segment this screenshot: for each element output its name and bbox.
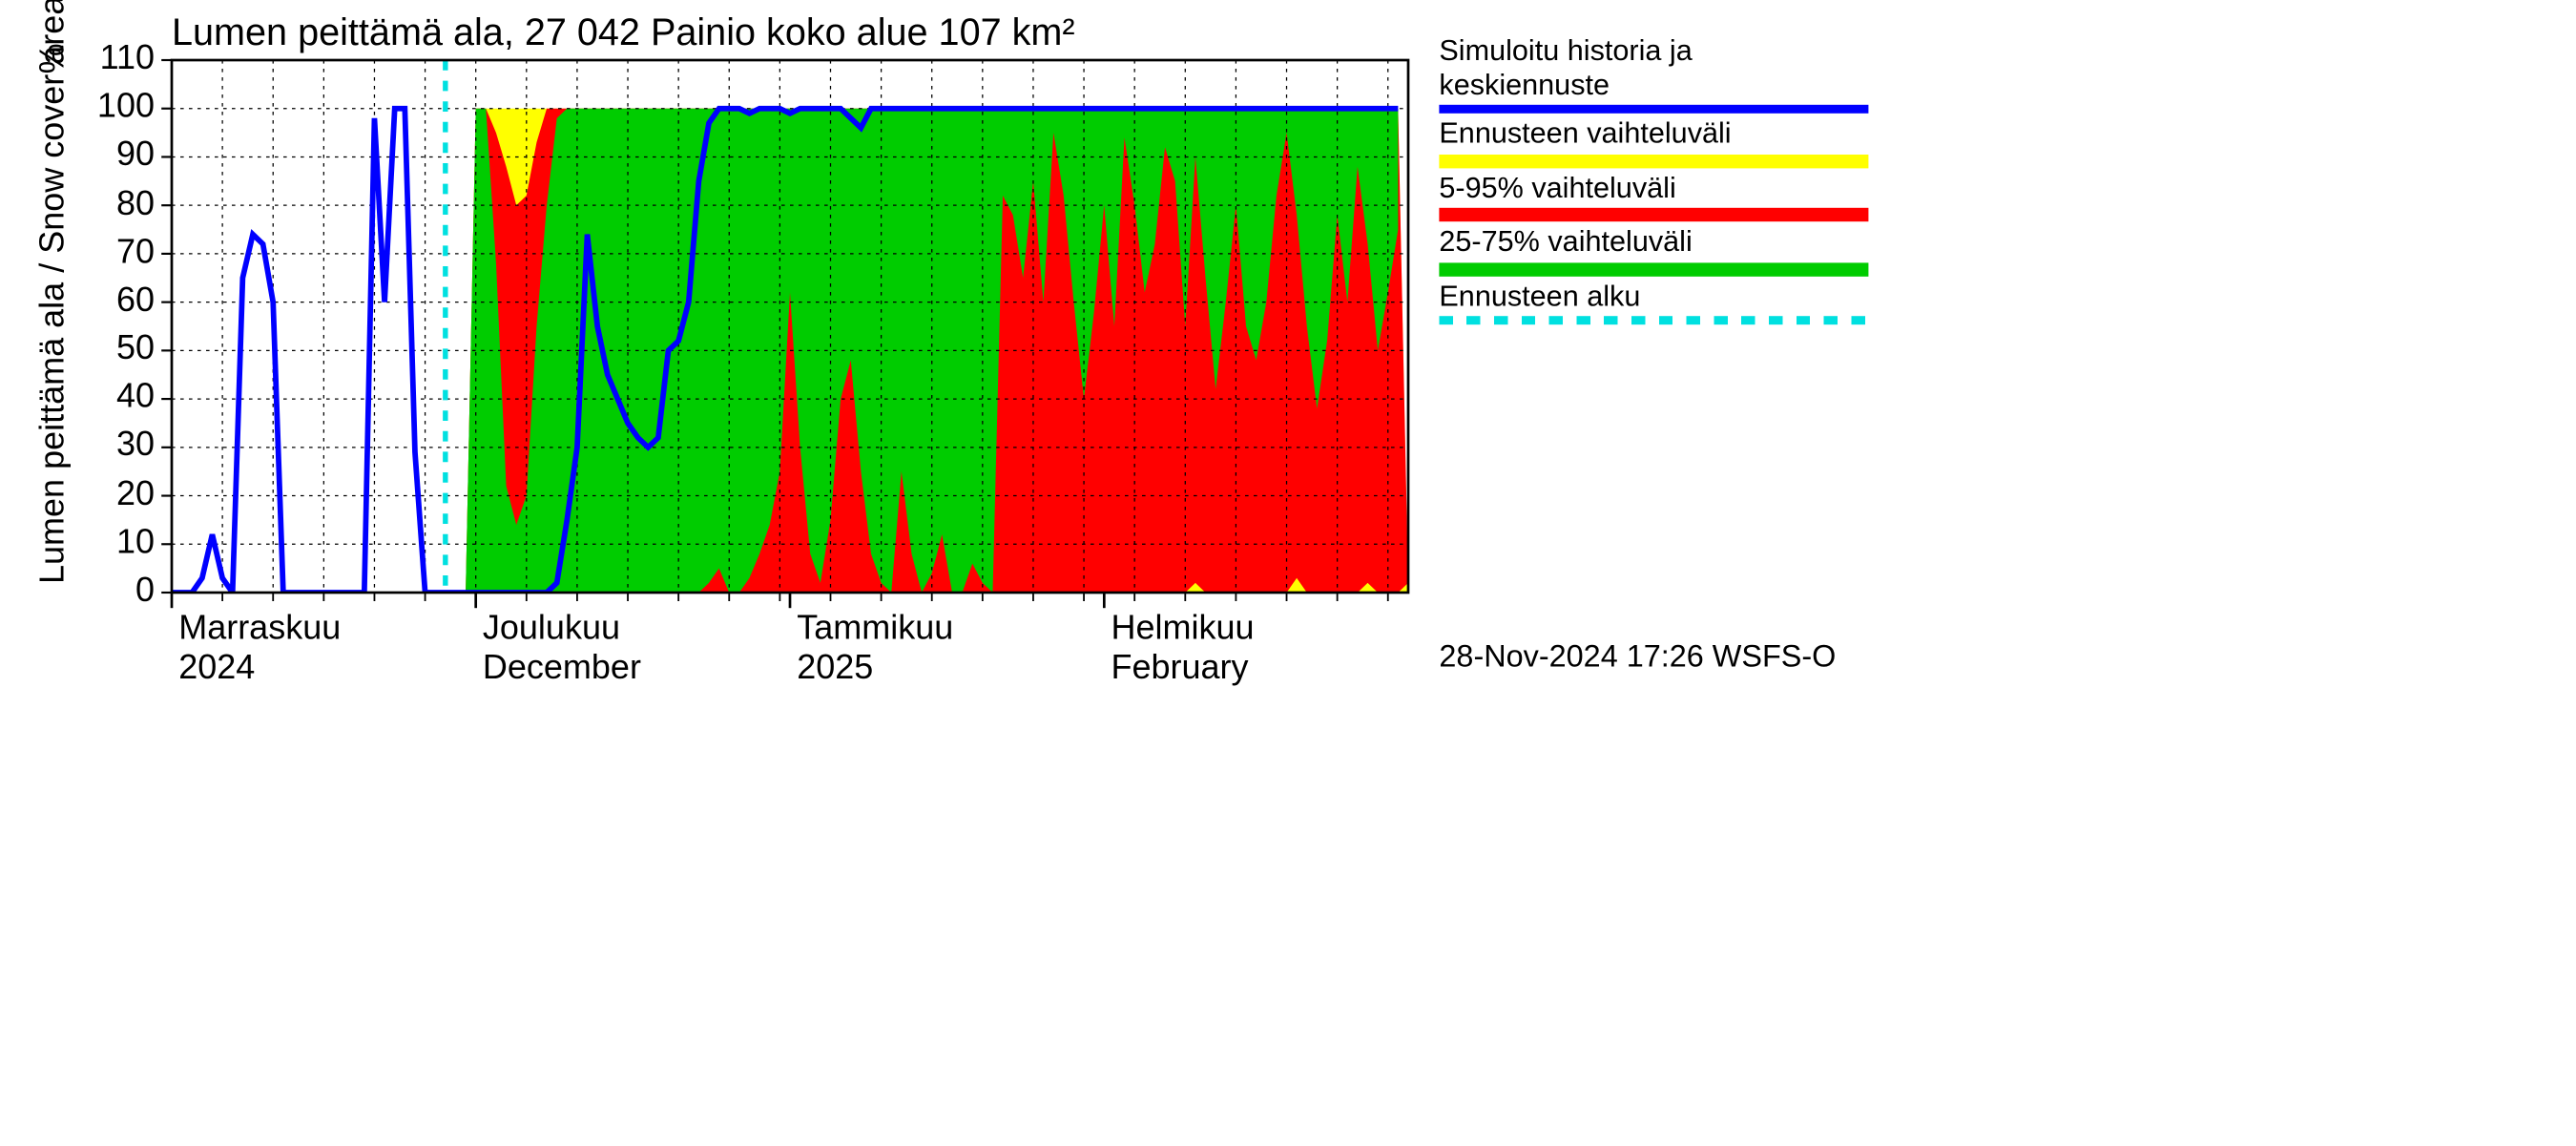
x-tick-label: HelmikuuFebruary	[1111, 610, 1254, 689]
legend-label: 25-75% vaihteluväli	[1439, 225, 1868, 259]
y-tick-label: 100	[73, 88, 155, 127]
x-tick-label: JoulukuuDecember	[483, 610, 641, 689]
y-tick-label: 30	[73, 427, 155, 466]
legend: Simuloitu historia jakeskiennuste Ennuste…	[1439, 34, 1868, 328]
legend-label: Ennusteen vaihteluväli	[1439, 117, 1868, 151]
legend-label: 5-95% vaihteluväli	[1439, 171, 1868, 204]
chart-svg	[0, 0, 2576, 1146]
y-tick-label: 90	[73, 136, 155, 176]
y-tick-label: 110	[73, 39, 155, 78]
y-tick-label: 40	[73, 378, 155, 417]
legend-entry: Ennusteen alku	[1439, 280, 1868, 325]
legend-label: Ennusteen alku	[1439, 280, 1868, 313]
legend-swatch	[1439, 317, 1868, 325]
y-tick-label: 50	[73, 330, 155, 369]
legend-entry: 25-75% vaihteluväli	[1439, 225, 1868, 276]
y-tick-label: 70	[73, 233, 155, 272]
chart-container: Lumen peittämä ala, 27 042 Painio koko a…	[0, 0, 2576, 1146]
y-tick-label: 60	[73, 281, 155, 321]
x-tick-label: Marraskuu2024	[178, 610, 341, 689]
footer-timestamp: 28-Nov-2024 17:26 WSFS-O	[1439, 639, 1836, 676]
legend-label: Simuloitu historia jakeskiennuste	[1439, 34, 1868, 101]
x-tick-label: Tammikuu2025	[797, 610, 953, 689]
legend-entry: 5-95% vaihteluväli	[1439, 171, 1868, 221]
y-tick-label: 80	[73, 185, 155, 224]
y-tick-label: 10	[73, 524, 155, 563]
legend-entry: Ennusteen vaihteluväli	[1439, 117, 1868, 168]
legend-swatch	[1439, 208, 1868, 221]
legend-swatch	[1439, 262, 1868, 276]
y-tick-label: 20	[73, 475, 155, 514]
legend-entry: Simuloitu historia jakeskiennuste	[1439, 34, 1868, 114]
legend-swatch	[1439, 105, 1868, 114]
legend-swatch	[1439, 154, 1868, 167]
y-tick-label: 0	[73, 572, 155, 611]
